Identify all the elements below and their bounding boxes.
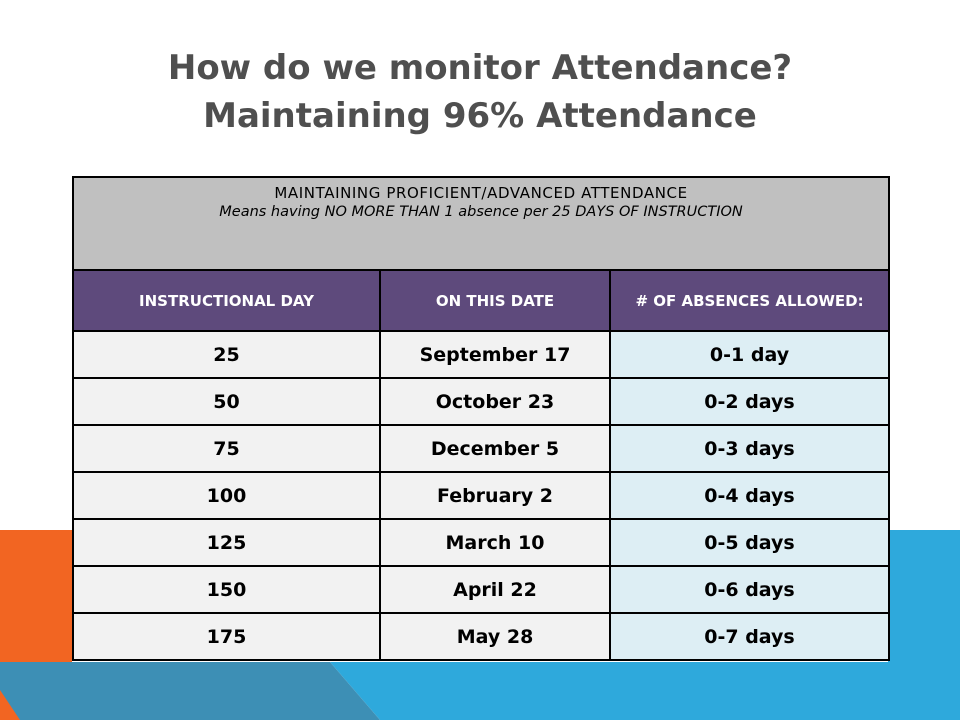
cell-instructional-day: 100 bbox=[72, 471, 381, 520]
table-row: 75 December 5 0-3 days bbox=[72, 424, 891, 473]
column-header-instructional-day: INSTRUCTIONAL DAY bbox=[72, 269, 381, 332]
table-row: 25 September 17 0-1 day bbox=[72, 330, 891, 379]
column-header-row: INSTRUCTIONAL DAY ON THIS DATE # OF ABSE… bbox=[72, 269, 891, 332]
column-header-date: ON THIS DATE bbox=[379, 269, 611, 332]
cell-absences-allowed: 0-2 days bbox=[608, 377, 891, 426]
slide-title: How do we monitor Attendance? Maintainin… bbox=[100, 44, 860, 140]
cell-instructional-day: 75 bbox=[72, 424, 381, 473]
cell-instructional-day: 25 bbox=[72, 330, 381, 379]
cell-absences-allowed: 0-7 days bbox=[608, 612, 891, 661]
cell-date: May 28 bbox=[379, 612, 611, 661]
teal-bottom-band bbox=[0, 662, 380, 720]
cell-date: March 10 bbox=[379, 518, 611, 567]
cell-instructional-day: 125 bbox=[72, 518, 381, 567]
column-header-absences-allowed: # OF ABSENCES ALLOWED: bbox=[608, 269, 891, 332]
banner-heading: MAINTAINING PROFICIENT/ADVANCED ATTENDAN… bbox=[274, 184, 688, 202]
table-row: 125 March 10 0-5 days bbox=[72, 518, 891, 567]
banner-subtext: Means having NO MORE THAN 1 absence per … bbox=[219, 204, 743, 220]
cell-date: February 2 bbox=[379, 471, 611, 520]
orange-bottom-corner bbox=[0, 690, 20, 720]
cell-absences-allowed: 0-6 days bbox=[608, 565, 891, 614]
title-line-1: How do we monitor Attendance? bbox=[167, 48, 793, 88]
table-row: 100 February 2 0-4 days bbox=[72, 471, 891, 520]
cell-absences-allowed: 0-5 days bbox=[608, 518, 891, 567]
cell-date: April 22 bbox=[379, 565, 611, 614]
blue-bottom-band bbox=[330, 662, 960, 720]
cell-instructional-day: 150 bbox=[72, 565, 381, 614]
table-row: 50 October 23 0-2 days bbox=[72, 377, 891, 426]
table-row: 150 April 22 0-6 days bbox=[72, 565, 891, 614]
cell-instructional-day: 175 bbox=[72, 612, 381, 661]
banner-cell: MAINTAINING PROFICIENT/ADVANCED ATTENDAN… bbox=[71, 176, 891, 271]
attendance-table: MAINTAINING PROFICIENT/ADVANCED ATTENDAN… bbox=[71, 176, 891, 661]
cell-absences-allowed: 0-1 day bbox=[608, 330, 891, 379]
table-row: 175 May 28 0-7 days bbox=[72, 612, 891, 661]
cell-date: October 23 bbox=[379, 377, 611, 426]
cell-date: September 17 bbox=[379, 330, 611, 379]
cell-instructional-day: 50 bbox=[72, 377, 381, 426]
cell-date: December 5 bbox=[379, 424, 611, 473]
title-line-2: Maintaining 96% Attendance bbox=[203, 96, 757, 136]
cell-absences-allowed: 0-4 days bbox=[608, 471, 891, 520]
banner-row: MAINTAINING PROFICIENT/ADVANCED ATTENDAN… bbox=[71, 176, 891, 271]
cell-absences-allowed: 0-3 days bbox=[608, 424, 891, 473]
